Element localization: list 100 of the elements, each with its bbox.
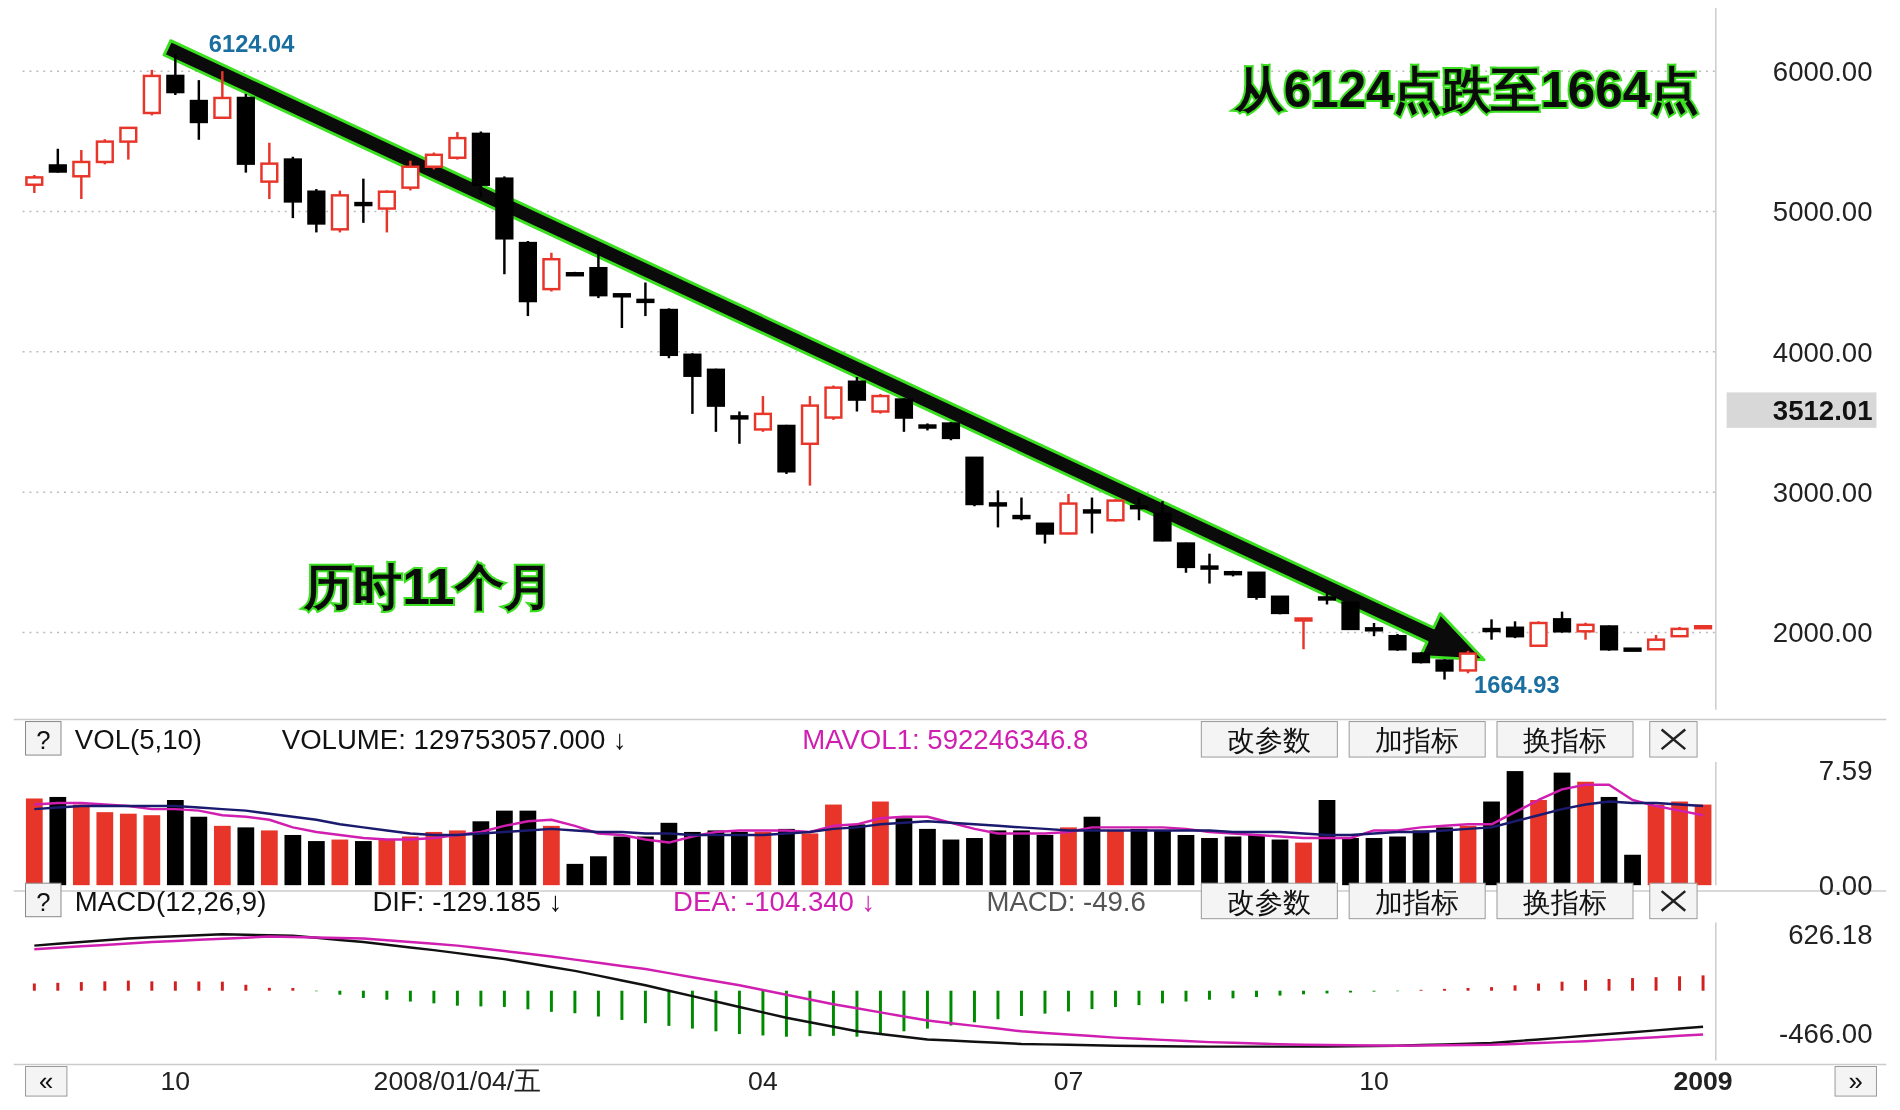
bar (848, 824, 866, 886)
bar (354, 841, 372, 886)
x-tick-label: 2009 (1673, 1066, 1733, 1097)
candlestick (1012, 496, 1031, 522)
candlestick (1482, 618, 1501, 641)
bar (761, 990, 765, 1036)
bar (966, 838, 983, 886)
bar (1678, 976, 1682, 991)
text: MACD: -49.6 (986, 885, 1146, 917)
button: « (25, 1066, 68, 1097)
candlestick (72, 148, 91, 201)
bar (566, 863, 584, 886)
x-tick-label: 2008/01/04/五 (373, 1066, 542, 1097)
annotation: 6124.04 (208, 30, 296, 57)
candlestick (1435, 657, 1454, 681)
x-tick-label: 10 (160, 1066, 191, 1097)
annotation: 从6124点跌至1664点 (1233, 61, 1700, 117)
bar (331, 839, 349, 886)
candlestick (730, 410, 749, 446)
candlestick (847, 375, 867, 413)
y-tick-label: 0.00 (1818, 870, 1873, 902)
bar (895, 818, 913, 886)
button: 改参数 (1200, 721, 1338, 758)
bar (996, 990, 1000, 1020)
bar (502, 990, 506, 1007)
bar (166, 800, 184, 886)
candlestick (354, 177, 373, 225)
bar (902, 990, 906, 1032)
candlestick (1529, 620, 1548, 648)
bar (1043, 990, 1047, 1014)
bar (56, 982, 60, 991)
bar (96, 812, 114, 886)
candlestick (1129, 496, 1149, 522)
bar (1107, 830, 1124, 886)
bar (989, 830, 1007, 886)
bar (825, 804, 842, 886)
text: MACD(12,26,9) (74, 885, 267, 917)
bar (942, 839, 960, 886)
bar (213, 825, 231, 886)
bar (1208, 990, 1211, 1000)
bar (237, 827, 255, 886)
bar (425, 831, 443, 886)
candlestick (213, 69, 232, 121)
bar (1177, 834, 1195, 886)
bar (919, 828, 936, 886)
candlestick (1458, 649, 1478, 675)
bar (449, 830, 466, 886)
text: 3512.01 (1772, 394, 1873, 426)
bar (479, 990, 483, 1007)
bar (408, 990, 412, 1002)
bar (690, 990, 694, 1029)
bar (1513, 985, 1517, 991)
bar (643, 990, 647, 1024)
text: VOL(5,10) (74, 724, 203, 756)
candlestick (941, 420, 961, 442)
button: 换指标 (1496, 721, 1634, 758)
bar (25, 798, 43, 886)
bar (32, 983, 36, 991)
bar (667, 990, 671, 1026)
bar (307, 841, 325, 886)
text: DIF: -129.185 ↓ (372, 885, 563, 917)
bar (173, 981, 177, 991)
button: 加指标 (1348, 721, 1486, 758)
bar (1248, 834, 1265, 886)
bar (543, 825, 560, 886)
candlestick (401, 159, 420, 192)
bar (220, 981, 224, 991)
bar (1154, 830, 1171, 886)
bar (778, 828, 795, 886)
help-button: ? (25, 882, 62, 918)
bar (1255, 990, 1258, 998)
candlestick (1247, 570, 1266, 601)
x-tick-label: 10 (1359, 1066, 1389, 1097)
bar (1389, 836, 1406, 886)
bar (1365, 838, 1383, 886)
bar (1654, 977, 1658, 991)
bar (1607, 978, 1611, 991)
bar (1090, 990, 1094, 1010)
bar (949, 990, 953, 1026)
bar (103, 981, 107, 991)
bar (878, 990, 882, 1034)
bar (244, 984, 248, 991)
line-series (33, 783, 1705, 844)
bar (378, 839, 396, 886)
bar (1490, 987, 1494, 991)
candlestick (612, 292, 632, 330)
candlestick (1599, 624, 1619, 653)
bar (119, 813, 137, 886)
bar (737, 990, 741, 1034)
text: DEA: -104.340 ↓ (673, 885, 876, 917)
bar (1036, 834, 1054, 886)
candlestick (753, 394, 773, 434)
bar (972, 990, 976, 1023)
bar (432, 990, 436, 1004)
bar (1560, 981, 1564, 991)
bar (1114, 990, 1117, 1007)
bar (1483, 801, 1500, 886)
bar (637, 836, 654, 886)
bar (190, 816, 208, 886)
line-series (33, 800, 1705, 837)
